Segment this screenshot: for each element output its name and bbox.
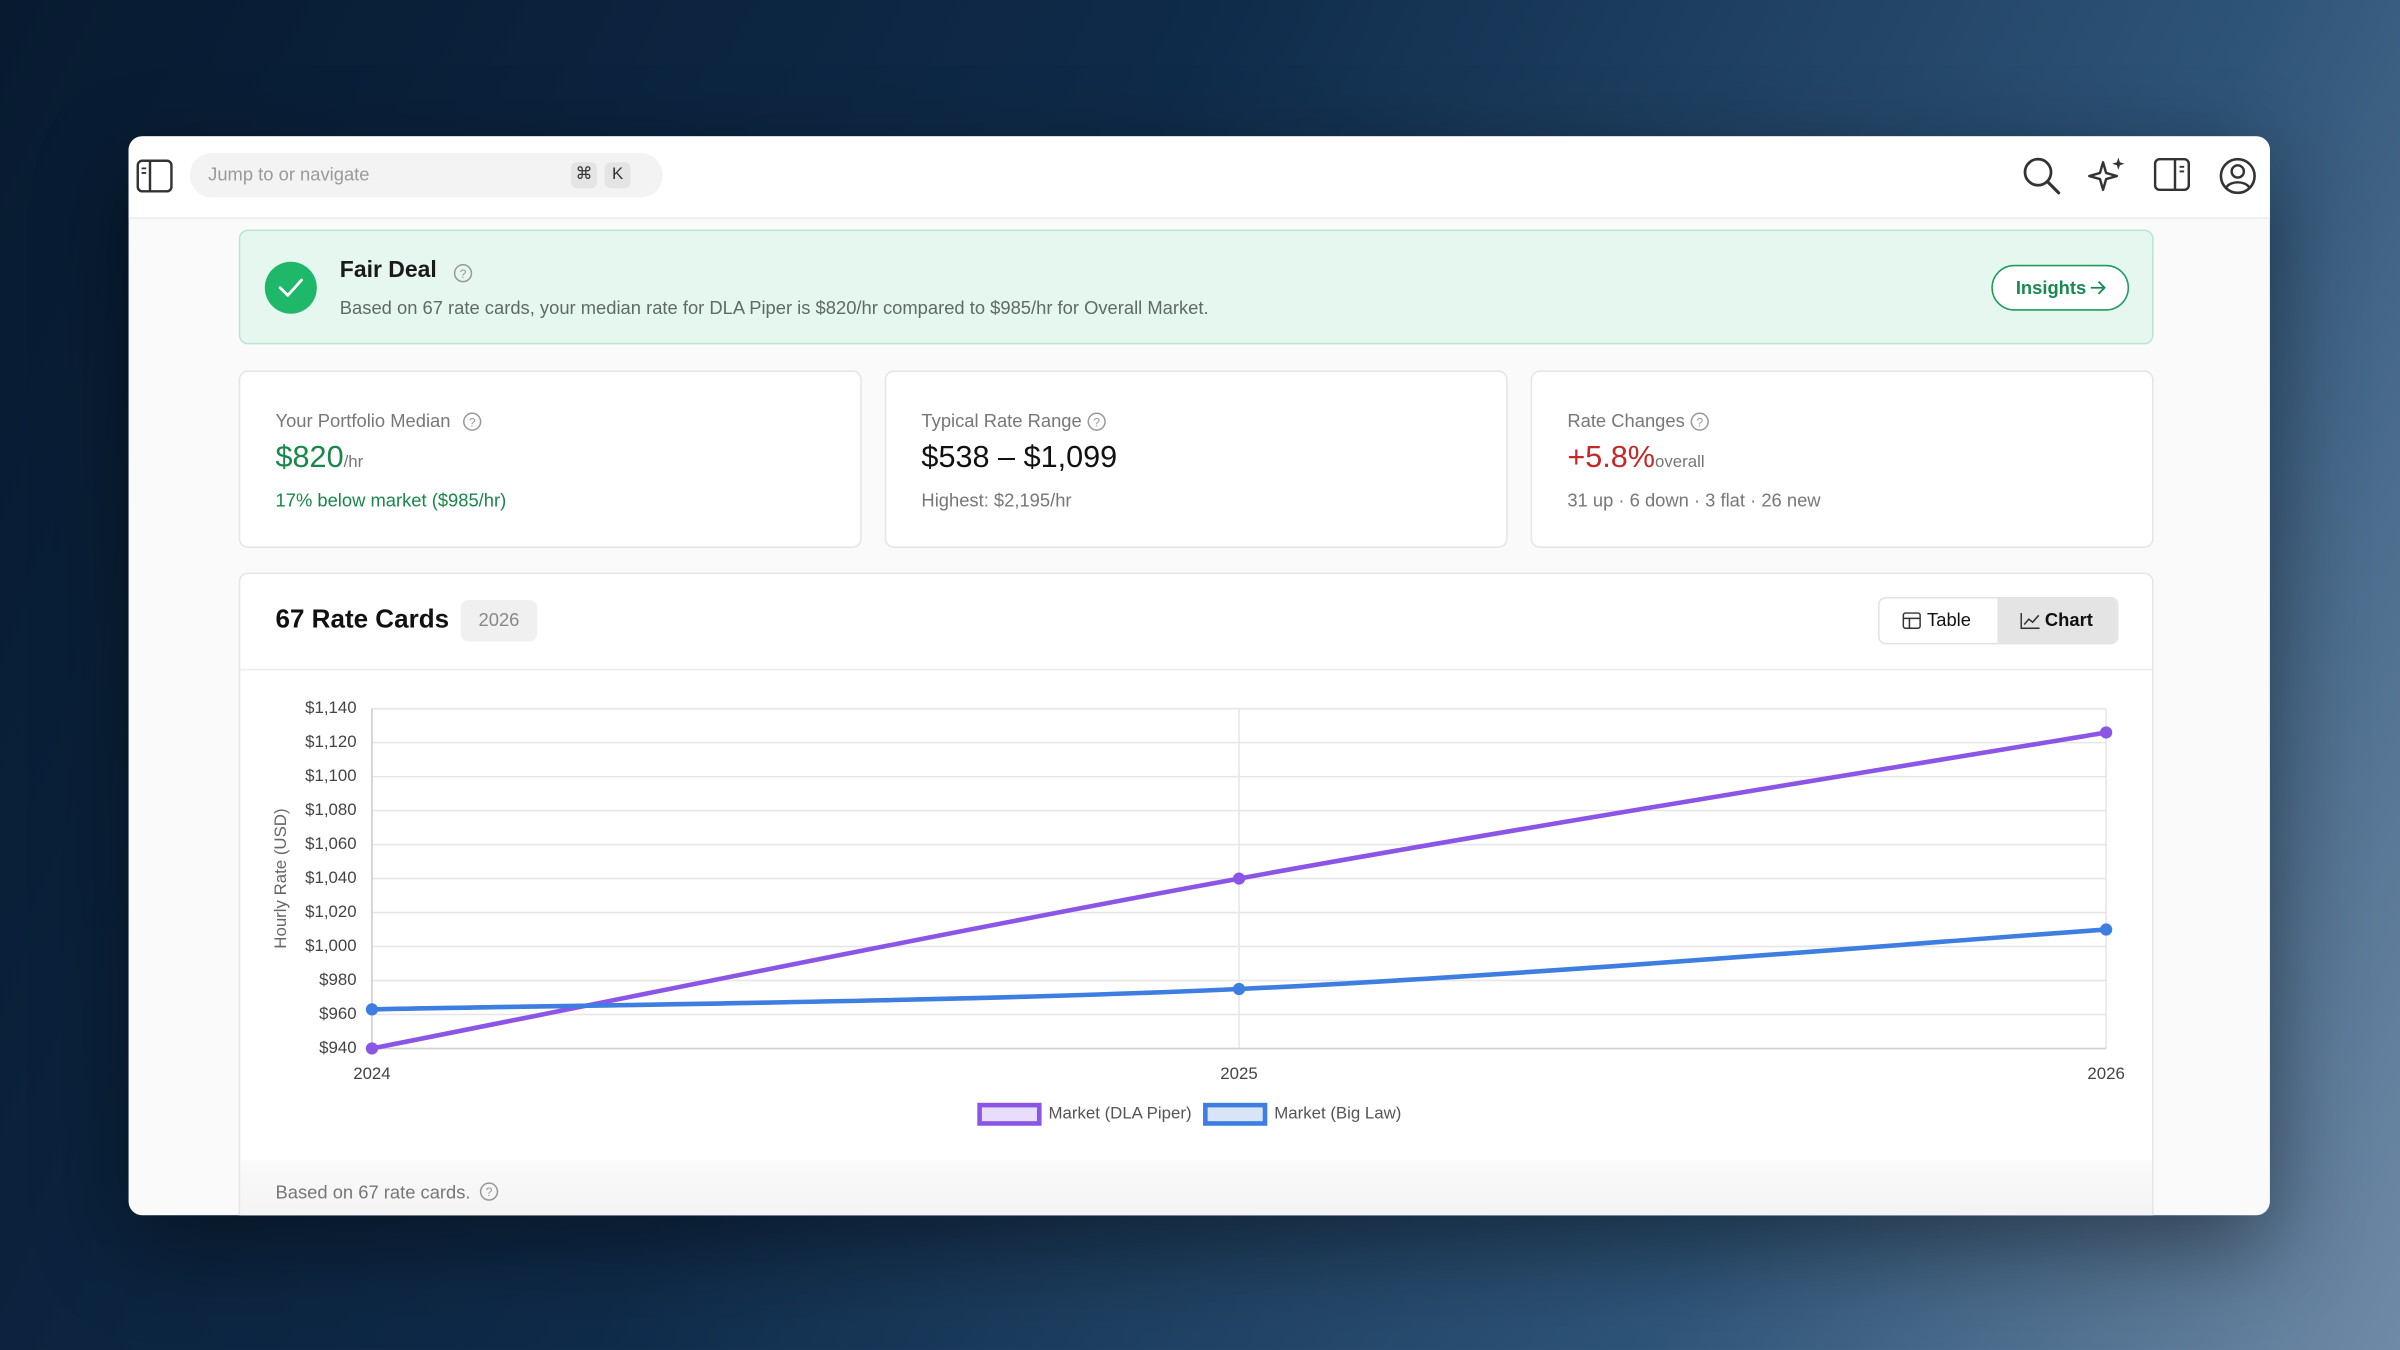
tab-label: Table [1927, 609, 1971, 631]
y-tick-label: $940 [319, 1038, 356, 1057]
y-tick-label: $960 [319, 1004, 356, 1023]
panel-icon[interactable] [2153, 157, 2194, 195]
svg-text:?: ? [1696, 415, 1703, 429]
svg-text:?: ? [1093, 415, 1100, 429]
data-point [2099, 923, 2113, 936]
insights-label: Insights [2015, 277, 2087, 299]
legend-swatch [977, 1102, 1042, 1126]
arrow-icon [2090, 280, 2106, 295]
search-box[interactable]: Jump to or navigate ⌘ K [189, 153, 663, 198]
stat-unit: /hr [343, 453, 364, 472]
y-tick-label: $1,100 [305, 766, 356, 785]
x-tick-label: 2024 [353, 1064, 390, 1083]
sidebar-toggle[interactable] [136, 159, 173, 193]
check-icon [264, 261, 317, 314]
table-tab[interactable]: Table [1880, 598, 1998, 642]
view-toggle: Table Chart [1878, 596, 2119, 645]
data-point [1232, 872, 1246, 885]
x-tick-label: 2026 [2087, 1064, 2124, 1083]
stat-note: 17% below market ($985/hr) [275, 489, 507, 512]
year-badge: 2026 [460, 599, 538, 642]
y-tick-label: $1,120 [305, 732, 356, 751]
legend-label: Market (DLA Piper) [1048, 1104, 1191, 1123]
line-chart: Hourly Rate (USD) $940 $960 $980 $1,000 $1,0… [271, 698, 2125, 1126]
section-title: 67 Rate Cards [275, 604, 450, 634]
stat-card: Rate Changes ? +5.8%overall 31 up · 6 do… [1530, 370, 2154, 548]
help-icon[interactable]: ? [479, 1182, 499, 1202]
stat-unit: overall [1654, 453, 1705, 472]
user-icon[interactable] [2218, 156, 2258, 196]
top-bar: Jump to or navigate ⌘ K [128, 136, 2270, 219]
stat-card: Typical Rate Range ? $538 – $1,099 Highe… [884, 370, 1508, 548]
svg-text:?: ? [469, 415, 476, 429]
y-tick-label: $1,080 [305, 800, 356, 819]
stat-note: 31 up · 6 down · 3 flat · 26 new [1567, 489, 1821, 512]
stat-card: Your Portfolio Median ? $820/hr 17% belo… [238, 370, 862, 548]
shortcut-key: ⌘ [570, 162, 597, 189]
stat-label: Your Portfolio Median [275, 410, 451, 432]
stat-label: Rate Changes [1567, 410, 1685, 432]
help-icon[interactable]: ? [1690, 412, 1710, 432]
y-tick-label: $1,140 [305, 698, 356, 717]
stat-value: +5.8%overall [1567, 441, 1704, 476]
y-tick-label: $1,040 [305, 868, 356, 887]
stat-value: $538 – $1,099 [921, 440, 1118, 475]
fair-deal-banner: Fair Deal ? Based on 67 rate cards, your… [238, 229, 2154, 345]
ai-icon[interactable] [2088, 156, 2128, 196]
y-tick-label: $980 [319, 970, 356, 989]
insights-button[interactable]: Insights [1991, 264, 2130, 311]
app-window: Jump to or navigate ⌘ K Fair Deal ? Base… [128, 136, 2270, 1216]
banner-text: Based on 67 rate cards, your median rate… [339, 296, 1209, 319]
stat-note: Highest: $2,195/hr [921, 489, 1072, 512]
data-point [1232, 982, 1246, 996]
legend-swatch [1203, 1102, 1268, 1126]
search-icon[interactable] [2022, 156, 2062, 196]
data-point [365, 1003, 379, 1016]
banner-title: Fair Deal [339, 257, 437, 284]
shortcut-key: K [604, 162, 631, 189]
divider [240, 668, 2153, 671]
stat-number: +5.8% [1567, 440, 1655, 475]
data-point [365, 1042, 379, 1055]
chart-icon [2020, 613, 2040, 630]
stat-label: Typical Rate Range [921, 410, 1082, 432]
y-tick-label: $1,000 [305, 936, 356, 955]
stat-value: $820/hr [276, 441, 364, 476]
stat-number: $820 [275, 440, 344, 475]
y-tick-label: $1,020 [305, 902, 356, 921]
help-icon[interactable]: ? [462, 412, 482, 432]
y-tick-label: $1,060 [305, 834, 356, 853]
rate-cards-section: 67 Rate Cards 2026 Table Chart Hourly Ra… [238, 572, 2154, 1216]
table-icon [1902, 612, 1921, 630]
search-placeholder: Jump to or navigate [208, 163, 370, 186]
svg-text:?: ? [486, 1185, 493, 1199]
footer-text: Based on 67 rate cards. [275, 1181, 471, 1204]
section-footer: Based on 67 rate cards. ? [240, 1160, 2153, 1216]
svg-text:?: ? [460, 267, 467, 281]
help-icon[interactable]: ? [453, 263, 473, 283]
data-point [2099, 726, 2113, 739]
help-icon[interactable]: ? [1087, 412, 1107, 432]
y-axis-title: Hourly Rate (USD) [271, 808, 290, 948]
tab-label: Chart [2044, 609, 2093, 631]
legend-label: Market (Big Law) [1274, 1104, 1401, 1123]
chart-tab[interactable]: Chart [1997, 598, 2117, 643]
x-tick-label: 2025 [1220, 1064, 1257, 1083]
